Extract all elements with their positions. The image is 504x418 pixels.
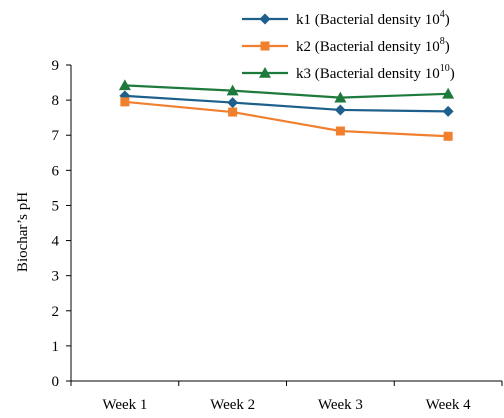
- y-tick-label: 5: [52, 198, 60, 214]
- legend-label-k1: k1 (Bacterial density 104): [296, 9, 450, 28]
- legend-marker-k3: [259, 67, 271, 78]
- legend: k1 (Bacterial density 104) k2 (Bacterial …: [242, 9, 455, 82]
- series-line-k2: [124, 100, 449, 138]
- y-tick-label: 7: [52, 128, 60, 144]
- data-point-k3: [226, 84, 239, 96]
- y-tick-label: 6: [52, 163, 60, 179]
- y-tick-label: 0: [52, 374, 60, 390]
- x-tick-label: Week 3: [318, 397, 363, 413]
- data-point-k1: [227, 97, 239, 109]
- data-point-k2: [228, 107, 238, 117]
- data-point-k2: [335, 126, 345, 136]
- x-tick-label: Week 4: [426, 397, 472, 413]
- legend-marker-k1: [259, 13, 271, 25]
- series-line-k3: [124, 84, 449, 99]
- y-tick-label: 3: [52, 269, 60, 285]
- x-tick-label: Week 1: [102, 397, 147, 413]
- data-point-k2: [120, 97, 130, 107]
- y-tick-label: 8: [52, 93, 60, 109]
- data-point-k1: [442, 105, 454, 117]
- y-tick-label: 2: [52, 304, 60, 320]
- x-tick-label: Week 2: [210, 397, 255, 413]
- series-line-k1: [124, 94, 449, 113]
- legend-marker-k2: [260, 41, 270, 51]
- y-tick-label: 1: [52, 339, 60, 355]
- axes: 0 1 2 3 4 5 6 7 8 9 Week 1 Week 2 Week 3 Week 4: [52, 58, 503, 413]
- data-point-k3: [118, 79, 131, 91]
- y-tick-label: 9: [52, 58, 60, 74]
- legend-label-k3: k3 (Bacterial density 1010): [296, 63, 455, 82]
- y-axis-title: Biochar’s pH: [15, 192, 31, 272]
- data-point-k2: [443, 131, 453, 141]
- legend-label-k2: k2 (Bacterial density 108): [296, 36, 450, 55]
- y-tick-label: 4: [52, 234, 60, 250]
- data-point-k3: [442, 87, 455, 99]
- data-point-k3: [334, 91, 347, 103]
- series-layer: [118, 79, 455, 141]
- data-point-k1: [334, 104, 346, 116]
